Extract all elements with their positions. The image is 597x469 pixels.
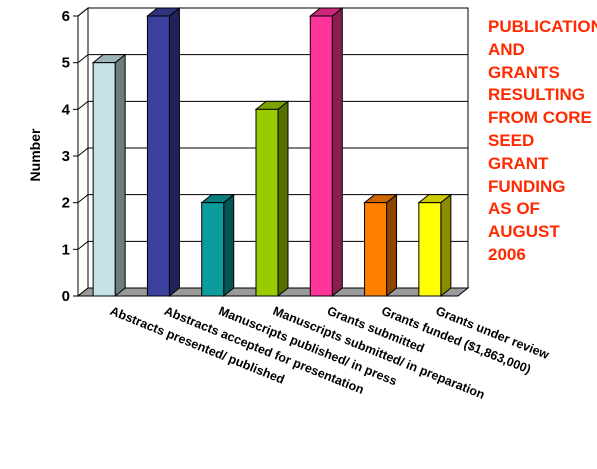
bar xyxy=(254,100,290,298)
y-tick-label: 4 xyxy=(62,101,71,118)
bar xyxy=(363,193,398,298)
bar-front xyxy=(92,62,116,297)
y-tick-label: 3 xyxy=(62,148,70,165)
bar xyxy=(146,6,181,298)
chart-title-line: FUNDING xyxy=(488,176,566,196)
bar-front xyxy=(309,15,333,297)
y-axis-label: Number xyxy=(27,128,43,181)
gridline-side xyxy=(77,147,89,157)
y-axis-ticks: 0 1 2 3 4 5 6 xyxy=(62,8,78,305)
bar-side xyxy=(114,53,126,298)
y-tick-label: 2 xyxy=(62,195,70,212)
bar-side xyxy=(277,100,289,298)
gridline-side xyxy=(77,100,89,110)
bar-side xyxy=(168,6,180,298)
gridline-side xyxy=(77,194,89,204)
bar-front xyxy=(364,202,388,297)
y-tick-label: 0 xyxy=(62,288,70,305)
y-tick-label: 6 xyxy=(62,8,70,25)
bar-front xyxy=(255,108,279,297)
gridline-side xyxy=(77,54,89,64)
bar xyxy=(308,6,344,298)
bar xyxy=(417,193,453,298)
chart-title-line: RESULTING xyxy=(488,85,585,105)
chart-title-line: SEED GRANT xyxy=(488,130,549,173)
chart-title-line: GRANTS xyxy=(488,62,560,82)
chart-title-line: FROM CORE xyxy=(488,108,592,128)
bar-side xyxy=(440,193,452,298)
chart-title: PUBLICATIONS AND GRANTS RESULTING FROM CORE… xyxy=(488,16,597,267)
x-axis-labels: Abstracts presented/ publishedAbstracts … xyxy=(108,304,551,402)
chart-title-line: 2006 xyxy=(488,244,526,264)
bar-side xyxy=(331,6,343,298)
bar-side xyxy=(223,193,235,298)
bar xyxy=(200,193,236,298)
bar-front xyxy=(146,15,170,297)
gridline-side xyxy=(77,240,89,250)
y-tick-label: 5 xyxy=(62,55,70,72)
bar-front xyxy=(418,202,442,297)
gridline-side xyxy=(77,7,89,17)
bar-side xyxy=(386,193,398,298)
chart-title-line: PUBLICATIONS AND xyxy=(488,17,597,59)
bar xyxy=(91,53,127,298)
y-tick-label: 1 xyxy=(62,241,70,258)
bars xyxy=(91,6,453,298)
bar-front xyxy=(201,202,225,297)
chart-title-line: AS OF AUGUST xyxy=(488,199,560,242)
